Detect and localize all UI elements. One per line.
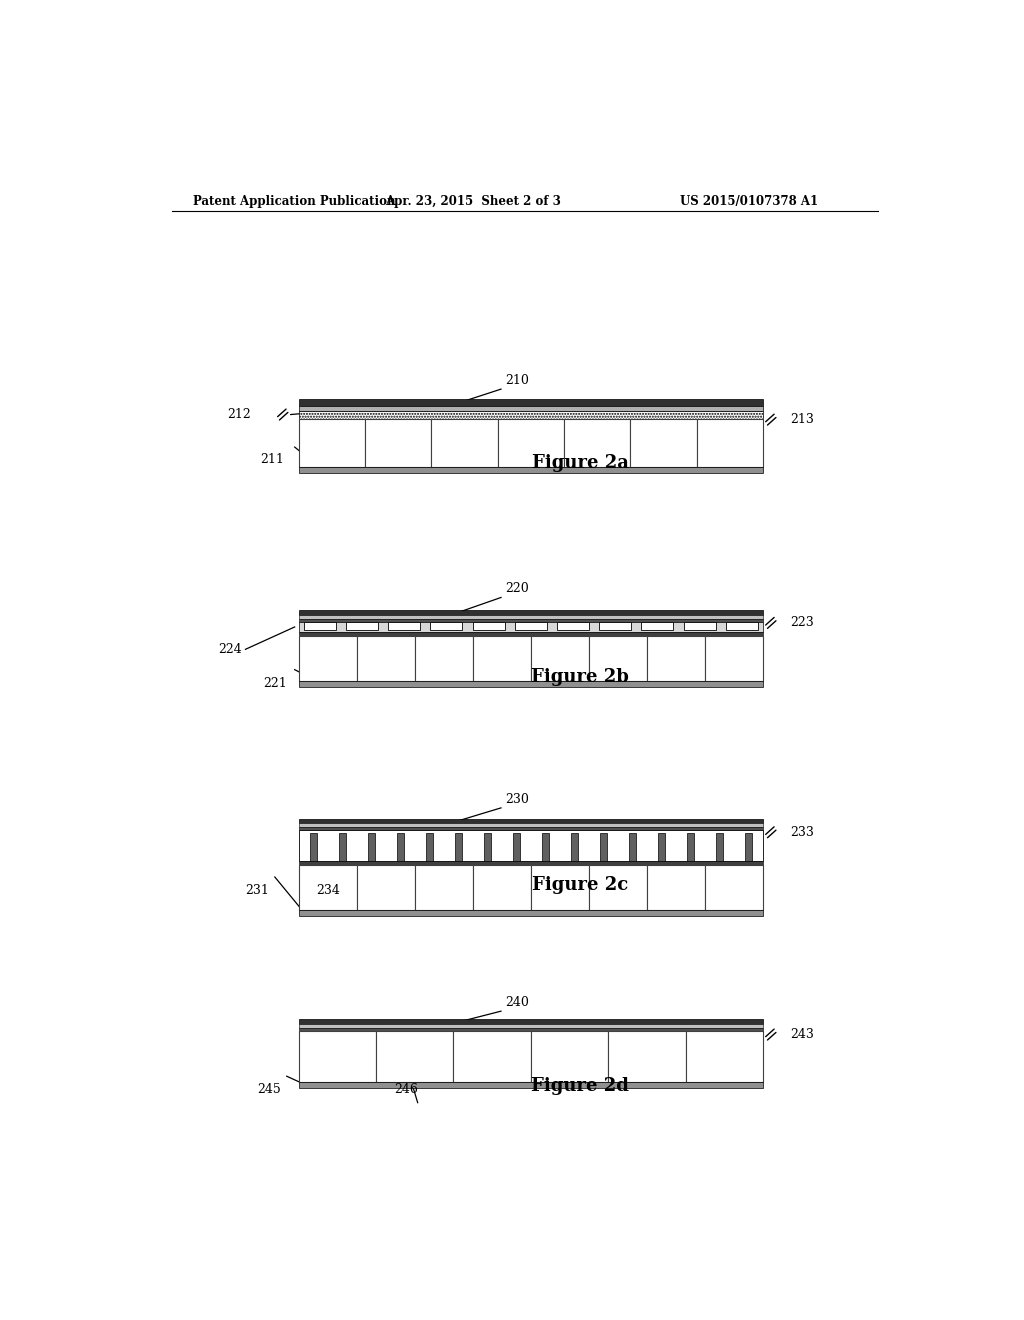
Text: 210: 210	[505, 374, 528, 387]
Bar	[299, 865, 356, 909]
Text: 212: 212	[227, 408, 251, 421]
Bar	[570, 833, 578, 861]
Bar	[388, 622, 420, 630]
Bar	[473, 636, 530, 681]
Bar	[705, 636, 763, 681]
Bar	[530, 636, 589, 681]
Text: Figure 2c: Figure 2c	[532, 876, 629, 894]
Bar	[299, 1019, 763, 1024]
Text: Apr. 23, 2015  Sheet 2 of 3: Apr. 23, 2015 Sheet 2 of 3	[385, 194, 561, 207]
Text: 240: 240	[505, 997, 528, 1008]
Text: 221: 221	[263, 677, 287, 690]
Bar	[356, 865, 415, 909]
Bar	[346, 622, 378, 630]
Bar	[299, 861, 763, 865]
Text: 213: 213	[791, 413, 814, 426]
Bar	[557, 622, 589, 630]
Bar	[376, 1031, 454, 1082]
Text: 224: 224	[218, 643, 242, 656]
Bar	[431, 418, 498, 467]
Bar	[299, 1028, 763, 1031]
Text: 231: 231	[246, 884, 269, 898]
Bar	[299, 830, 763, 861]
Bar	[299, 619, 763, 622]
Text: 245: 245	[257, 1084, 282, 1097]
Bar	[472, 622, 505, 630]
Bar	[299, 622, 763, 632]
Bar	[564, 418, 630, 467]
Bar	[483, 833, 490, 861]
Bar	[430, 622, 463, 630]
Bar	[365, 418, 431, 467]
Bar	[542, 833, 549, 861]
Bar	[696, 418, 763, 467]
Bar	[641, 622, 674, 630]
Bar	[589, 636, 647, 681]
Bar	[629, 833, 636, 861]
Text: 234: 234	[316, 884, 340, 898]
Text: 233: 233	[791, 826, 814, 838]
Bar	[685, 1031, 763, 1082]
Bar	[599, 622, 631, 630]
Bar	[454, 1031, 530, 1082]
Bar	[515, 622, 547, 630]
Bar	[530, 865, 589, 909]
Bar	[415, 865, 473, 909]
Text: Figure 2b: Figure 2b	[531, 668, 630, 686]
Bar	[513, 833, 520, 861]
Bar	[426, 833, 433, 861]
Bar	[299, 1031, 376, 1082]
Bar	[339, 833, 346, 861]
Text: Figure 2a: Figure 2a	[531, 454, 629, 473]
Bar	[299, 1024, 763, 1028]
Bar	[299, 412, 763, 418]
Bar	[415, 636, 473, 681]
Bar	[716, 833, 723, 861]
Bar	[608, 1031, 685, 1082]
Bar	[309, 833, 316, 861]
Bar	[705, 865, 763, 909]
Text: 243: 243	[791, 1028, 814, 1041]
Bar	[530, 1031, 608, 1082]
Bar	[299, 399, 763, 407]
Bar	[589, 865, 647, 909]
Bar	[299, 467, 763, 474]
Bar	[396, 833, 403, 861]
Bar	[299, 818, 763, 824]
Bar	[684, 622, 716, 630]
Bar	[299, 1082, 763, 1089]
Bar	[299, 418, 365, 467]
Bar	[473, 865, 530, 909]
Bar	[299, 681, 763, 686]
Bar	[455, 833, 462, 861]
Bar	[299, 636, 356, 681]
Bar	[304, 622, 336, 630]
Bar	[356, 636, 415, 681]
Bar	[657, 833, 665, 861]
Bar	[299, 407, 763, 412]
Text: US 2015/0107378 A1: US 2015/0107378 A1	[680, 194, 818, 207]
Bar	[726, 622, 758, 630]
Text: 220: 220	[505, 582, 528, 595]
Bar	[299, 909, 763, 916]
Text: 246: 246	[394, 1084, 418, 1097]
Bar	[600, 833, 607, 861]
Text: 211: 211	[260, 453, 285, 466]
Bar	[687, 833, 694, 861]
Bar	[630, 418, 696, 467]
Bar	[299, 610, 763, 615]
Bar	[647, 865, 705, 909]
Bar	[299, 828, 763, 830]
Bar	[744, 833, 752, 861]
Bar	[647, 636, 705, 681]
Bar	[299, 615, 763, 619]
Bar	[368, 833, 375, 861]
Bar	[498, 418, 564, 467]
Text: 223: 223	[791, 616, 814, 630]
Bar	[299, 632, 763, 636]
Text: Patent Application Publication: Patent Application Publication	[194, 194, 395, 207]
Bar	[299, 824, 763, 828]
Text: 230: 230	[505, 793, 528, 805]
Text: Figure 2d: Figure 2d	[531, 1077, 630, 1096]
